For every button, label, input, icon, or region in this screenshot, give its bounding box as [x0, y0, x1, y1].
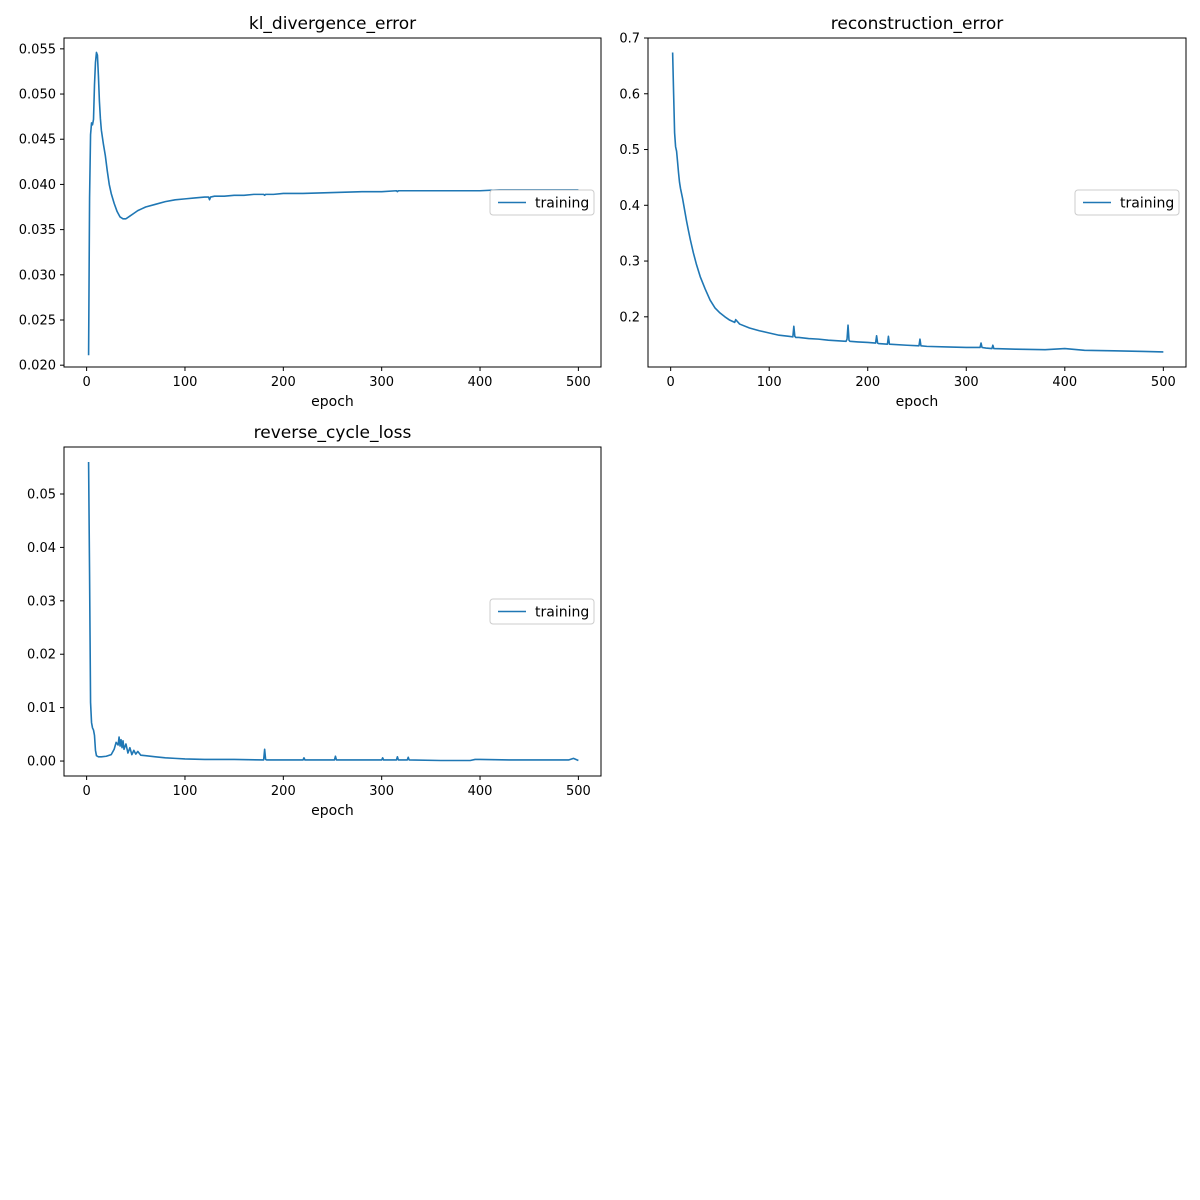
x-tick-label: 0: [667, 375, 675, 390]
chart-title: reverse_cycle_loss: [254, 423, 412, 443]
y-tick-label: 0.045: [19, 133, 56, 148]
subplot-reconstruction_error: 0 100 200 300 400 500 0.2 0.3 0.4 0.5 0.6 0.7 epoch r…: [619, 14, 1187, 410]
series-line-training: [87, 51, 579, 356]
y-tick-label: 0.04: [27, 541, 56, 556]
legend: training: [489, 189, 595, 216]
chart-title: reconstruction_error: [831, 14, 1003, 34]
y-tick-label: 0.055: [19, 42, 56, 57]
y-tick-label: 0.040: [19, 178, 56, 193]
series-line-training: [671, 52, 1164, 353]
y-tick-label: 0.7: [619, 32, 640, 47]
subplots-container: 0 100 200 300 400 5000.0200.0250.0300.0350.04…: [19, 14, 1187, 819]
legend-box: [489, 189, 595, 216]
legend-label: training: [535, 605, 589, 621]
y-tick-label: 0.6: [619, 87, 640, 102]
legend-box: [489, 598, 595, 625]
x-tick-label: 500: [1151, 375, 1176, 390]
y-tick-label: 0.03: [27, 594, 56, 609]
y-tick-label: 0.5: [619, 143, 640, 158]
subplot-kl_divergence_error: 0 100 200 300 400 500 0.020 0.025 0.030 0.035 0.04…: [19, 14, 602, 410]
subplot-reverse_cycle_loss: 0 100 200 300 400 500 0.00 0.01 0.02 0.03 0.04 0.05…: [27, 423, 602, 819]
x-tick-label: 100: [173, 375, 198, 390]
legend-label: training: [535, 196, 589, 212]
y-tick-label: 0.02: [27, 648, 56, 663]
y-tick-label: 0.4: [619, 199, 640, 214]
x-tick-label: 200: [271, 375, 296, 390]
x-axis-label: epoch: [311, 803, 354, 819]
x-tick-label: 100: [757, 375, 782, 390]
x-tick-label: 300: [369, 784, 394, 799]
x-tick-label: 400: [468, 784, 493, 799]
legend: training: [1074, 189, 1180, 216]
axes-frame: [63, 37, 602, 368]
chart-title: kl_divergence_error: [249, 14, 416, 34]
x-tick-label: 300: [954, 375, 979, 390]
y-tick-label: 0.035: [19, 223, 56, 238]
x-tick-label: 500: [566, 784, 591, 799]
x-axis-label: epoch: [311, 394, 354, 410]
x-tick-label: 100: [173, 784, 198, 799]
legend-box: [1074, 189, 1180, 216]
y-tick-label: 0.030: [19, 268, 56, 283]
legend: training: [489, 598, 595, 625]
x-axis-label: epoch: [896, 394, 939, 410]
y-tick-label: 0.01: [27, 701, 56, 716]
y-tick-label: 0.2: [619, 310, 640, 325]
axes-frame: [63, 446, 602, 777]
y-tick-label: 0.05: [27, 488, 56, 503]
y-tick-label: 0.00: [27, 755, 56, 770]
y-tick-label: 0.3: [619, 255, 640, 270]
x-tick-label: 0: [82, 784, 90, 799]
y-tick-label: 0.050: [19, 88, 56, 103]
x-tick-label: 200: [855, 375, 880, 390]
axes-frame: [647, 37, 1187, 368]
legend-label: training: [1120, 196, 1174, 212]
y-tick-label: 0.025: [19, 314, 56, 329]
x-tick-label: 200: [271, 784, 296, 799]
x-tick-label: 400: [1052, 375, 1077, 390]
series-line-training: [87, 461, 579, 762]
y-tick-label: 0.020: [19, 359, 56, 374]
x-tick-label: 500: [566, 375, 591, 390]
x-tick-label: 0: [82, 375, 90, 390]
x-tick-label: 400: [468, 375, 493, 390]
x-tick-label: 300: [369, 375, 394, 390]
